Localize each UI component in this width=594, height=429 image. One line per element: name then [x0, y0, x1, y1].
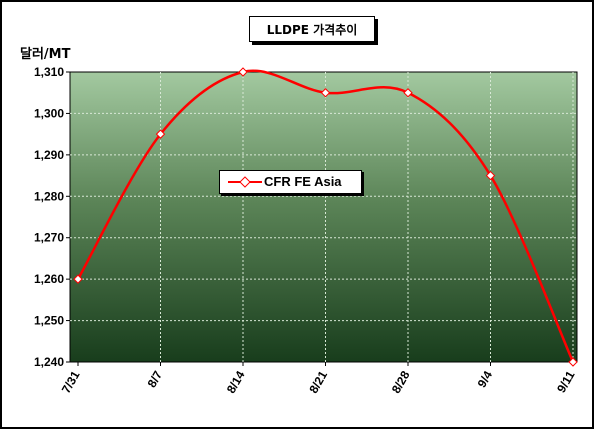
data-point-marker — [238, 67, 248, 77]
y-tick-label: 1,270 — [34, 231, 64, 245]
legend: CFR FE Asia — [219, 170, 362, 194]
data-point-marker — [155, 129, 166, 139]
y-tick-label: 1,300 — [34, 106, 64, 120]
x-tick-label: 8/7 — [145, 368, 166, 390]
x-tick-label: 8/14 — [224, 368, 248, 396]
y-tick-label: 1,260 — [34, 272, 64, 286]
data-point-marker — [568, 357, 578, 367]
series-layer — [73, 67, 578, 367]
legend-marker — [228, 176, 262, 188]
y-tick-label: 1,280 — [34, 189, 64, 203]
x-tick-labels: 7/31 8/7 8/14 8/21 8/28 9/4 9/11 — [59, 368, 578, 396]
x-tick-label: 8/21 — [306, 368, 330, 396]
chart-title: LLDPE 가격추이 — [249, 16, 375, 42]
grid-lines — [70, 72, 577, 362]
y-tick-labels: 1,240 1,250 1,260 1,270 1,280 1,290 1,300 1,310 — [34, 65, 64, 369]
data-point-marker — [403, 88, 413, 98]
plot-area — [69, 71, 578, 363]
x-tick-label: 9/4 — [475, 368, 496, 390]
x-tick-label: 7/31 — [59, 368, 83, 396]
y-tick-label: 1,290 — [34, 148, 64, 162]
x-tick-label: 9/11 — [554, 368, 578, 395]
y-axis-label: 달러/MT — [20, 47, 71, 62]
y-tick-label: 1,240 — [34, 355, 64, 369]
data-point-marker — [485, 170, 496, 181]
data-point-marker — [73, 274, 83, 284]
y-tick-label: 1,310 — [34, 65, 64, 79]
legend-label: CFR FE Asia — [264, 174, 342, 189]
x-tick-label: 8/28 — [389, 368, 413, 396]
y-tick-label: 1,250 — [34, 314, 64, 328]
data-point-marker — [320, 88, 331, 98]
